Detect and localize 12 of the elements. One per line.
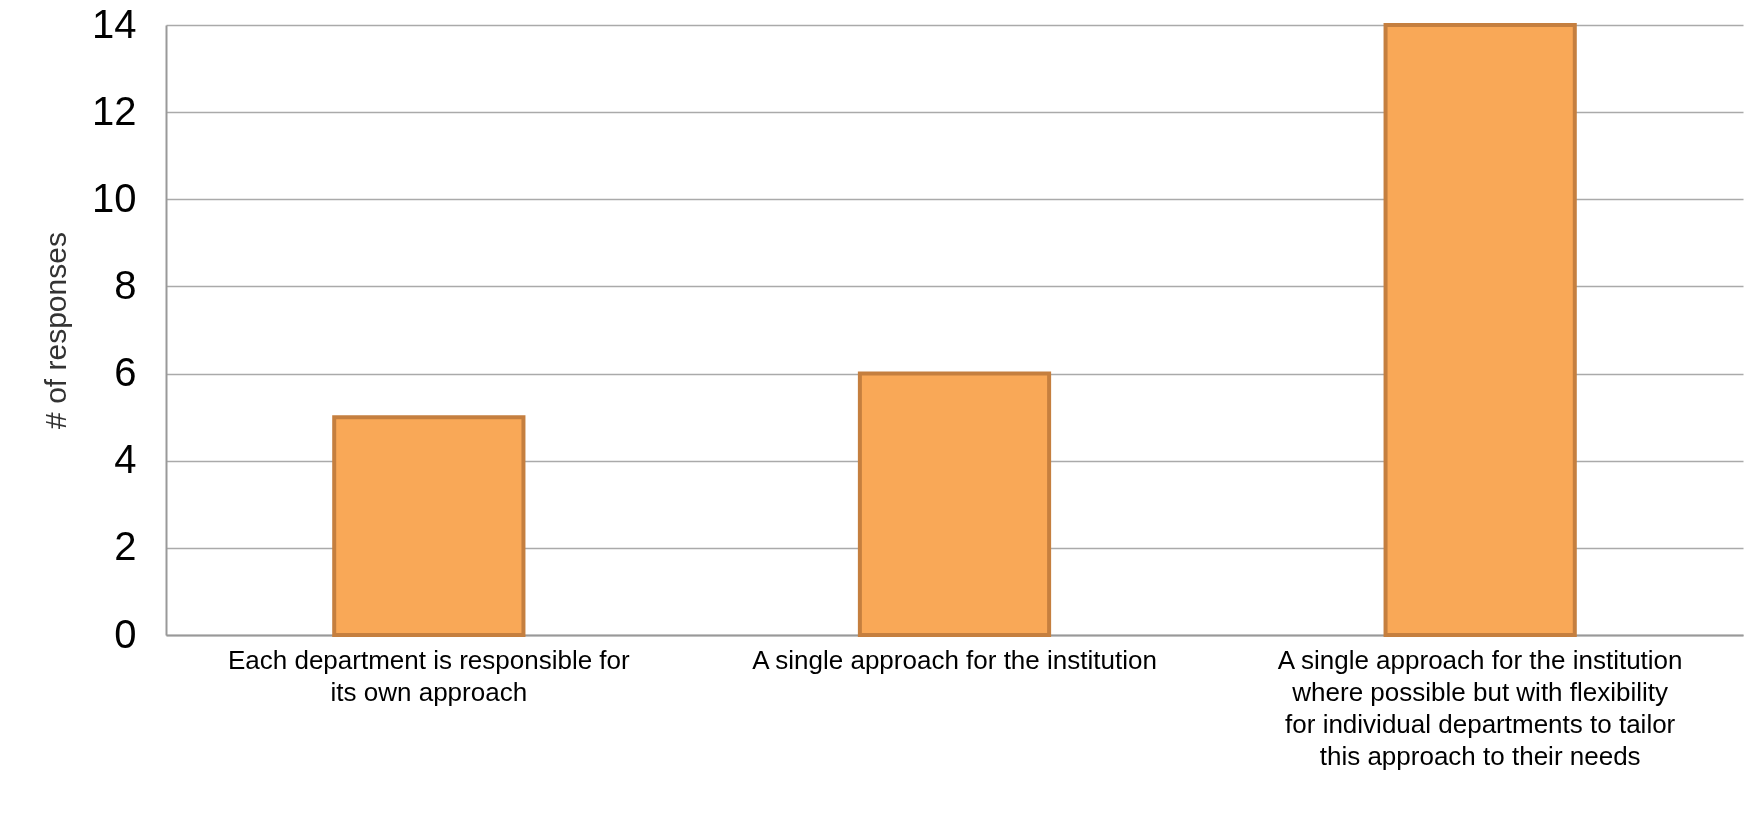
y-tick-label: 14 [92,1,137,46]
y-tick-label: 6 [114,350,137,395]
y-tick-label: 4 [114,437,137,482]
y-tick-label: 2 [114,524,137,569]
x-tick-label: A single approach for the institution [752,644,1157,675]
x-tick-label: Each department is responsible for its own approach [227,644,631,707]
y-tick-label: 0 [114,611,137,656]
y-tick-label: 10 [92,175,137,220]
y-tick-label: 12 [92,88,137,133]
x-tick-label: A single approach for the institution where possible but with flexibility for individual departments to tailor this approach to their needs [1277,644,1683,771]
y-tick-label: 8 [114,262,137,307]
y-axis-title: # of responses [39,232,73,429]
